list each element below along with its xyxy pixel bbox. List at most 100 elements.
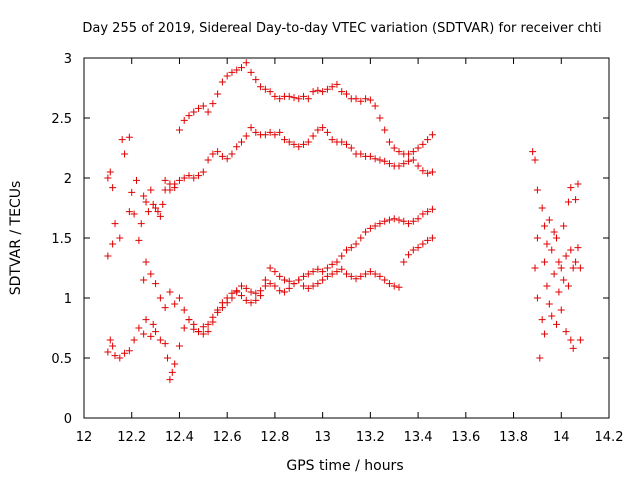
- data-point: [557, 264, 565, 272]
- data-point: [414, 215, 422, 223]
- x-tick-label: 14.2: [595, 430, 624, 445]
- data-point: [171, 184, 179, 192]
- data-point: [333, 268, 341, 276]
- data-point: [276, 272, 284, 280]
- x-tick-label: 14: [553, 430, 570, 445]
- data-point: [569, 264, 577, 272]
- data-point: [557, 306, 565, 314]
- data-point: [164, 354, 172, 362]
- data-point: [247, 68, 255, 76]
- data-point: [567, 336, 575, 344]
- data-point: [140, 330, 148, 338]
- data-point: [531, 264, 539, 272]
- data-point: [395, 162, 403, 170]
- data-point: [142, 258, 150, 266]
- data-point: [121, 150, 129, 158]
- data-point: [414, 144, 422, 152]
- data-point: [247, 299, 255, 307]
- data-point: [553, 320, 560, 328]
- data-point: [228, 150, 236, 158]
- data-point: [228, 68, 236, 76]
- y-axis: 0 0.5 1 1.5 2 2.5 3: [51, 52, 609, 427]
- data-point: [357, 150, 365, 158]
- data-point: [125, 208, 133, 216]
- y-tick-label: 0: [64, 412, 72, 427]
- data-point: [271, 92, 279, 100]
- data-point: [223, 72, 231, 80]
- data-point: [371, 222, 379, 230]
- data-point: [574, 244, 582, 252]
- data-point: [564, 198, 572, 206]
- data-point: [424, 208, 432, 216]
- data-point: [357, 234, 365, 242]
- data-point: [218, 152, 226, 160]
- x-tick-label: 13.2: [356, 430, 385, 445]
- data-point: [428, 131, 436, 139]
- data-point: [572, 196, 580, 204]
- data-point: [130, 336, 138, 344]
- data-point: [185, 172, 193, 180]
- data-point: [409, 156, 417, 164]
- data-point: [161, 340, 169, 348]
- data-point: [576, 264, 584, 272]
- data-point: [171, 360, 179, 368]
- data-point: [166, 180, 174, 188]
- data-point: [309, 88, 317, 96]
- data-point: [204, 328, 212, 336]
- data-point: [390, 144, 398, 152]
- data-point: [390, 282, 398, 290]
- data-point: [352, 95, 360, 103]
- data-point: [362, 95, 370, 103]
- data-point: [574, 180, 582, 188]
- data-point: [156, 294, 164, 302]
- data-point: [314, 86, 322, 94]
- data-point: [252, 289, 260, 297]
- data-point: [381, 276, 389, 284]
- data-point: [536, 354, 544, 362]
- data-point: [147, 186, 155, 194]
- data-point: [266, 280, 274, 288]
- data-point: [414, 162, 422, 170]
- data-point: [533, 234, 541, 242]
- data-point: [125, 347, 133, 355]
- data-point: [133, 176, 140, 184]
- data-point: [400, 217, 408, 225]
- x-axis-label: GPS time / hours: [286, 458, 403, 474]
- data-point: [106, 168, 114, 176]
- data-point: [276, 287, 284, 295]
- data-point: [419, 240, 427, 248]
- data-point: [252, 76, 260, 84]
- data-point: [180, 174, 188, 182]
- data-point: [309, 282, 317, 290]
- data-point: [109, 184, 117, 192]
- data-point: [343, 90, 350, 98]
- x-tick-label: 13: [314, 430, 331, 445]
- data-point: [300, 92, 308, 100]
- data-point: [543, 282, 551, 290]
- data-point: [366, 152, 374, 160]
- data-point: [285, 277, 293, 285]
- data-point: [376, 220, 384, 228]
- data-point: [548, 246, 556, 254]
- data-point: [304, 95, 312, 103]
- data-point: [564, 282, 572, 290]
- data-point: [395, 216, 403, 224]
- data-point: [168, 368, 176, 376]
- data-point: [323, 128, 331, 136]
- x-axis: 12 12.2 12.4 12.6 12.8 13 13.2 13.4 13.6 13.8 14 14…: [76, 58, 624, 445]
- y-tick-label: 3: [64, 52, 72, 67]
- data-point: [199, 330, 207, 338]
- data-point: [161, 176, 169, 184]
- data-point: [553, 234, 560, 242]
- data-point: [362, 270, 370, 278]
- data-point: [300, 140, 308, 148]
- data-point: [376, 156, 384, 164]
- data-point: [366, 224, 374, 232]
- data-point: [576, 336, 584, 344]
- data-point: [111, 220, 119, 228]
- y-tick-label: 1: [64, 292, 72, 307]
- data-point: [390, 215, 398, 223]
- data-point: [257, 287, 265, 295]
- x-tick-label: 12.4: [165, 430, 194, 445]
- data-point: [409, 217, 417, 225]
